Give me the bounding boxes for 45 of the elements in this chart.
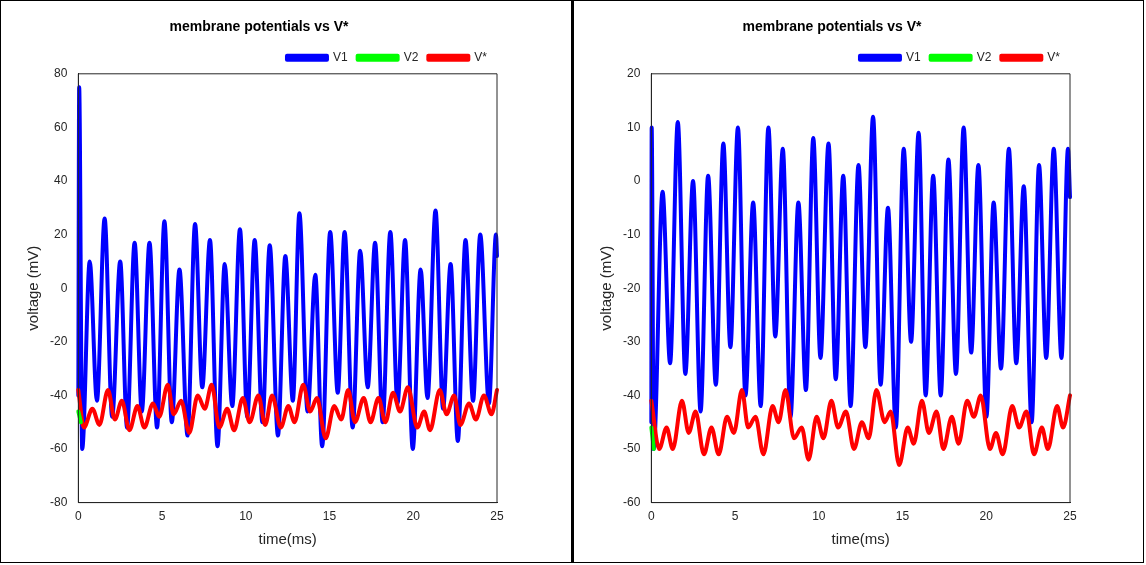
legend-label: V1 — [905, 50, 921, 65]
y-axis-title: voltage (mV) — [597, 245, 615, 331]
y-tick-label: -40 — [623, 387, 641, 402]
line-series — [76, 85, 499, 451]
y-tick-label: 0 — [60, 280, 68, 295]
x-tick-label: 10 — [239, 509, 253, 524]
x-tick-label: 20 — [979, 509, 994, 524]
y-tick-label: -20 — [623, 280, 641, 295]
y-tick-label: -60 — [623, 494, 641, 509]
x-tick-label: 5 — [731, 509, 739, 524]
legend-label: V2 — [403, 50, 419, 65]
x-tick-label: 10 — [812, 509, 826, 524]
x-tick-label: 0 — [648, 509, 655, 524]
y-tick-label: -40 — [50, 387, 68, 402]
y-tick-label: 80 — [53, 66, 68, 81]
x-tick-label: 0 — [75, 509, 82, 524]
y-tick-label: -60 — [50, 441, 68, 456]
y-axis-title: voltage (mV) — [24, 245, 42, 331]
x-axis-title: time(ms) — [831, 530, 890, 548]
y-tick-label: 40 — [53, 173, 68, 188]
x-tick-label: 25 — [490, 509, 504, 524]
line-series — [649, 388, 1072, 468]
y-tick-label: -10 — [623, 226, 641, 241]
y-tick-label: -80 — [50, 494, 68, 509]
x-tick-label: 15 — [322, 509, 337, 524]
x-tick-label: 15 — [895, 509, 910, 524]
legend-label: V1 — [332, 50, 348, 65]
y-tick-label: 10 — [626, 119, 641, 134]
x-tick-label: 25 — [1063, 509, 1077, 524]
chart-title: membrane potentials vs V* — [169, 18, 350, 35]
y-tick-label: 20 — [626, 66, 641, 81]
line-series — [76, 382, 499, 441]
y-tick-label: 20 — [53, 226, 68, 241]
x-tick-label: 20 — [406, 509, 421, 524]
y-tick-label: 0 — [633, 173, 641, 188]
x-tick-label: 5 — [158, 509, 166, 524]
y-tick-label: -20 — [50, 334, 68, 349]
y-tick-label: 60 — [53, 119, 68, 134]
legend-label: V* — [474, 50, 488, 65]
y-tick-label: -50 — [623, 441, 641, 456]
x-axis-title: time(ms) — [258, 530, 317, 548]
y-tick-label: -30 — [623, 334, 641, 349]
legend-label: V* — [1047, 50, 1061, 65]
legend-label: V2 — [976, 50, 992, 65]
chart-title: membrane potentials vs V* — [742, 18, 923, 35]
